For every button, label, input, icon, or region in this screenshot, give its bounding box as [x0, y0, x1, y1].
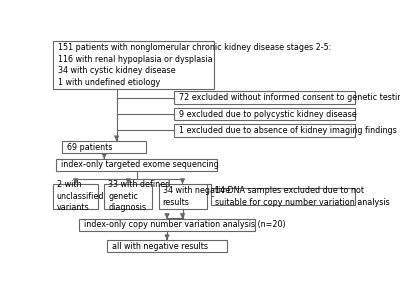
Text: index-only targeted exome sequencing: index-only targeted exome sequencing	[61, 160, 218, 170]
FancyBboxPatch shape	[80, 219, 254, 231]
Text: 34 with negative
results: 34 with negative results	[162, 186, 230, 207]
Text: 33 with defined
genetic
diagnosis: 33 with defined genetic diagnosis	[108, 181, 170, 212]
FancyBboxPatch shape	[174, 124, 355, 137]
FancyBboxPatch shape	[211, 188, 355, 205]
Text: 9 excluded due to polycystic kidney disease: 9 excluded due to polycystic kidney dise…	[179, 110, 356, 118]
Text: 151 patients with nonglomerular chronic kidney disease stages 2-5:
116 with rena: 151 patients with nonglomerular chronic …	[58, 43, 331, 87]
FancyBboxPatch shape	[174, 91, 355, 104]
FancyBboxPatch shape	[53, 184, 98, 209]
FancyBboxPatch shape	[104, 184, 152, 209]
Text: 1 excluded due to absence of kidney imaging findings: 1 excluded due to absence of kidney imag…	[179, 126, 396, 135]
FancyBboxPatch shape	[107, 240, 227, 252]
FancyBboxPatch shape	[174, 108, 355, 120]
FancyBboxPatch shape	[158, 184, 206, 209]
Text: all with negative results: all with negative results	[112, 242, 208, 251]
FancyBboxPatch shape	[62, 141, 146, 153]
Text: 2 with
unclassified
variants: 2 with unclassified variants	[57, 181, 104, 212]
Text: index-only copy number variation analysis (n=20): index-only copy number variation analysi…	[84, 221, 286, 230]
Text: 69 patients: 69 patients	[67, 143, 112, 152]
FancyBboxPatch shape	[53, 41, 214, 88]
FancyBboxPatch shape	[56, 159, 218, 171]
Text: 72 excluded without informed consent to genetic testing: 72 excluded without informed consent to …	[179, 93, 400, 102]
Text: 14 DNA samples excluded due to not
suitable for copy number variation analysis: 14 DNA samples excluded due to not suita…	[215, 186, 390, 207]
